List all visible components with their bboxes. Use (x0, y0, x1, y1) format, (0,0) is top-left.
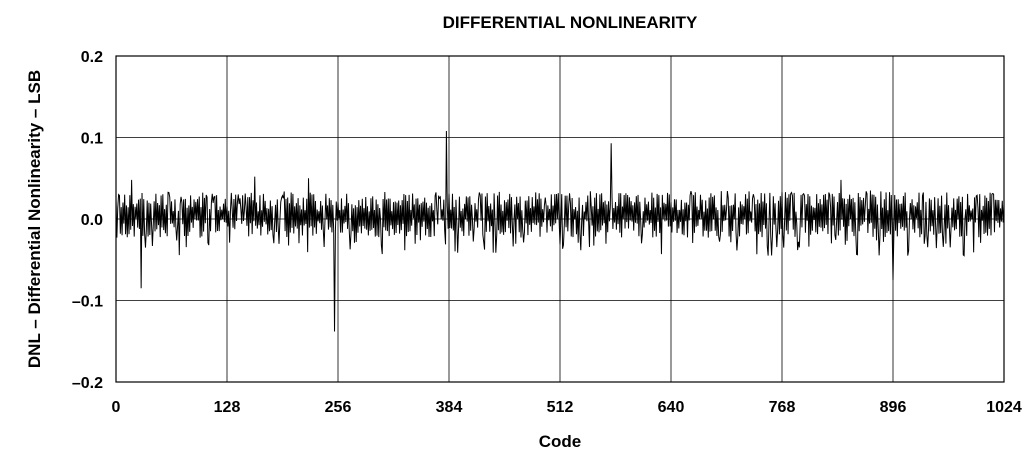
chart-title: DIFFERENTIAL NONLINEARITY (443, 13, 698, 32)
y-tick-label: 0.0 (81, 212, 103, 229)
x-axis-label: Code (539, 432, 582, 451)
x-tick-label: 384 (436, 399, 463, 416)
y-axis-label: DNL – Differential Nonlinearity – LSB (25, 70, 44, 368)
y-tick-label: –0.1 (72, 294, 103, 311)
x-tick-label: 896 (880, 399, 907, 416)
x-tick-label: 256 (325, 399, 352, 416)
x-tick-label: 640 (658, 399, 685, 416)
x-tick-label: 128 (214, 399, 241, 416)
x-tick-label: 512 (547, 399, 574, 416)
x-tick-label: 1024 (986, 399, 1022, 416)
x-tick-label: 768 (769, 399, 796, 416)
y-tick-labels: 0.2 0.1 0.0 –0.1 –0.2 (72, 49, 103, 392)
x-tick-labels: 0 128 256 384 512 640 768 896 1024 (112, 399, 1022, 416)
y-tick-label: –0.2 (72, 375, 103, 392)
y-tick-label: 0.1 (81, 131, 103, 148)
x-tick-label: 0 (112, 399, 121, 416)
dnl-trace (115, 130, 1005, 332)
y-tick-label: 0.2 (81, 49, 103, 66)
